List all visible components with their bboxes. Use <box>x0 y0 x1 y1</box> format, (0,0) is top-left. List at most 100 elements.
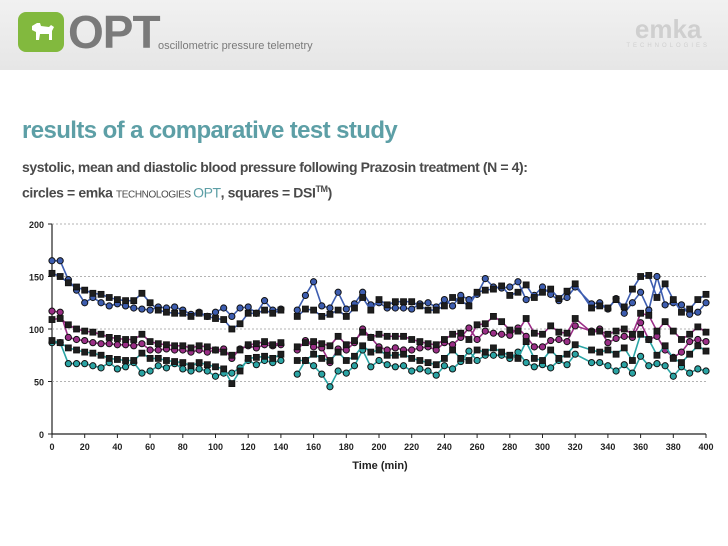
data-point-square <box>645 311 653 319</box>
data-point-square <box>277 339 285 347</box>
data-point-square <box>555 354 563 362</box>
data-point-square <box>154 340 162 348</box>
data-point-square <box>694 323 702 331</box>
data-point-circle <box>391 344 399 352</box>
data-point-square <box>702 347 710 355</box>
x-tick-label: 160 <box>306 442 321 452</box>
data-point-square <box>440 336 448 343</box>
data-point-circle <box>661 301 669 309</box>
dog-logo-icon <box>18 12 64 52</box>
data-point-square <box>89 328 97 336</box>
line2-opt: OPT <box>193 184 221 201</box>
data-point-square <box>48 337 56 344</box>
opt-logo-text: OPT <box>68 6 161 58</box>
data-point-square <box>146 299 154 307</box>
data-point-square <box>138 349 146 357</box>
data-point-square <box>702 328 710 336</box>
brand-name: emka <box>634 14 702 44</box>
data-point-circle <box>113 341 122 349</box>
data-point-square <box>73 346 80 354</box>
data-point-circle <box>121 363 130 371</box>
data-point-circle <box>563 293 571 302</box>
data-point-square <box>228 351 236 359</box>
data-point-square <box>449 346 456 354</box>
data-point-circle <box>473 356 481 365</box>
data-point-square <box>326 357 334 364</box>
data-point-square <box>171 342 179 350</box>
data-point-square <box>604 346 612 354</box>
line2-circles: circles = emka <box>22 184 117 201</box>
data-point-square <box>195 359 203 367</box>
data-point-square <box>539 357 546 364</box>
data-point-square <box>342 341 350 349</box>
data-point-square <box>416 357 424 364</box>
data-point-square <box>506 351 514 359</box>
header-bar: OPT oscillometric pressure telemetry emk… <box>0 0 728 70</box>
data-point-square <box>302 357 309 364</box>
data-point-circle <box>465 324 473 332</box>
data-point-square <box>686 330 694 338</box>
data-point-circle <box>408 305 416 313</box>
subtitle-line-1: systolic, mean and diastolic blood press… <box>22 159 528 175</box>
data-point-circle <box>310 278 318 286</box>
slide-title: results of a comparative test study <box>22 117 398 144</box>
data-point-square <box>694 342 702 350</box>
data-point-square <box>571 341 579 349</box>
data-point-circle <box>334 288 342 296</box>
data-point-circle <box>563 361 571 369</box>
x-tick-label: 320 <box>568 442 583 452</box>
data-point-square <box>48 316 56 323</box>
data-point-square <box>310 338 318 346</box>
data-point-square <box>138 330 146 338</box>
data-point-square <box>114 296 121 303</box>
line2-trademark: TM <box>315 184 328 194</box>
data-point-circle <box>514 278 522 286</box>
series-mean-square <box>48 309 710 359</box>
data-point-square <box>653 327 661 335</box>
x-tick-label: 200 <box>371 442 386 452</box>
data-point-circle <box>522 296 530 304</box>
series-layer <box>48 257 710 391</box>
data-point-square <box>351 337 358 344</box>
x-tick-label: 0 <box>49 442 54 452</box>
data-point-circle <box>293 370 301 378</box>
data-point-square <box>261 352 268 360</box>
data-point-square <box>154 306 162 314</box>
data-point-square <box>81 327 89 335</box>
data-point-square <box>661 280 669 288</box>
x-axis-label: Time (min) <box>352 460 408 472</box>
data-point-circle <box>350 362 359 370</box>
data-point-circle <box>538 343 547 351</box>
data-point-circle <box>530 343 538 351</box>
x-tick-label: 140 <box>273 442 288 452</box>
data-point-square <box>105 294 113 301</box>
data-point-square <box>236 367 244 375</box>
data-point-square <box>391 351 399 359</box>
data-point-square <box>122 297 129 305</box>
data-point-circle <box>334 367 342 375</box>
data-point-square <box>391 332 399 340</box>
data-point-circle <box>399 304 408 312</box>
data-point-square <box>490 344 497 352</box>
data-point-square <box>490 285 497 293</box>
data-point-square <box>252 353 260 361</box>
data-point-circle <box>383 361 391 369</box>
data-point-square <box>490 313 497 320</box>
data-point-square <box>653 294 661 301</box>
data-point-square <box>424 340 432 348</box>
data-point-square <box>604 330 612 338</box>
data-point-square <box>122 357 129 364</box>
data-point-square <box>277 350 285 358</box>
data-point-square <box>539 288 546 296</box>
data-point-square <box>187 313 195 320</box>
data-point-square <box>473 346 481 354</box>
data-point-square <box>163 341 170 349</box>
data-point-circle <box>310 362 318 370</box>
data-point-square <box>244 354 252 362</box>
line2-technologies: TECHNOLOGIES <box>116 189 194 201</box>
data-point-square <box>400 332 407 340</box>
slide-subtitle: systolic, mean and diastolic blood press… <box>22 156 528 207</box>
data-point-circle <box>677 348 686 356</box>
data-point-square <box>293 313 301 320</box>
data-point-square <box>432 306 440 314</box>
